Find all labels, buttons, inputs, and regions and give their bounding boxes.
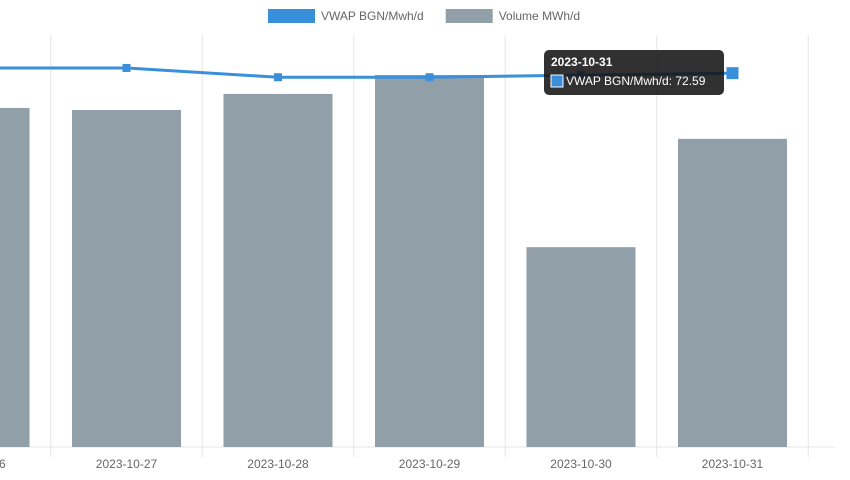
x-tick-label: 2023-10-31 (702, 457, 764, 471)
legend-label: Volume MWh/d (499, 9, 580, 23)
legend-swatch (268, 9, 315, 23)
bar (223, 93, 333, 447)
line-point (274, 73, 282, 82)
x-tick-label: 2023-10-27 (96, 457, 158, 471)
bar (0, 107, 30, 447)
x-tick-label: 2023-10-29 (399, 457, 461, 471)
x-tick-label: 2023-10-28 (247, 457, 309, 471)
line-point (122, 63, 131, 72)
bars (0, 74, 787, 448)
x-labels: 2023-10-26 2023-10-27 2023-10-28 2023-10-29… (0, 457, 764, 471)
tooltip-box (544, 50, 724, 95)
bar (72, 109, 181, 447)
bar (678, 138, 787, 447)
legend-swatch (445, 9, 493, 23)
bar (375, 74, 484, 448)
legend: VWAP BGN/Mwh/d Volume MWh/d (268, 9, 580, 23)
line-point (726, 67, 739, 80)
line-point (425, 73, 434, 82)
bar (526, 247, 636, 447)
x-tick-label: 2023-10-26 (0, 457, 6, 471)
tooltip-title: 2023-10-31 (551, 55, 613, 69)
legend-label: VWAP BGN/Mwh/d (321, 9, 424, 23)
tooltip: 2023-10-31 VWAP BGN/Mwh/d: 72.59 (544, 50, 724, 95)
tooltip-icon (550, 74, 564, 88)
tooltip-text: VWAP BGN/Mwh/d: 72.59 (566, 74, 706, 88)
x-tick-label: 2023-10-30 (550, 457, 612, 471)
